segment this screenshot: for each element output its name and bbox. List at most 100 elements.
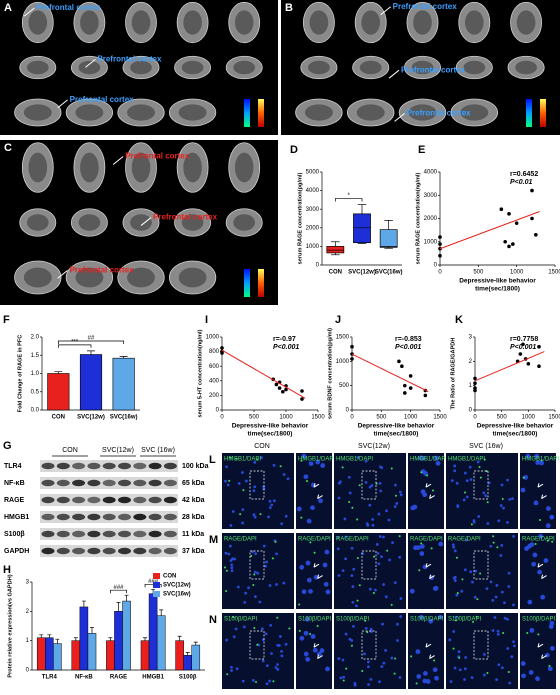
y-tick-label: 1500 xyxy=(336,335,350,341)
blot-band xyxy=(118,513,131,521)
nucleus xyxy=(388,558,392,562)
point xyxy=(350,357,354,361)
nucleus xyxy=(241,471,244,474)
nucleus xyxy=(483,652,486,656)
blot-size: 28 kDa xyxy=(182,514,205,521)
nucleus xyxy=(230,665,233,669)
nucleus xyxy=(527,543,532,549)
stat-label: r=-0.97 xyxy=(273,336,296,343)
annotation-arrow xyxy=(85,59,96,68)
bar xyxy=(183,655,192,671)
brain-inner xyxy=(26,214,49,231)
point xyxy=(403,383,407,388)
nucleus xyxy=(268,584,272,587)
micrograph xyxy=(334,533,406,609)
blot-band xyxy=(56,462,70,470)
point xyxy=(408,374,413,378)
y-tick-label: 4000 xyxy=(306,188,320,194)
nucleus xyxy=(253,570,257,574)
error-bar xyxy=(177,635,182,641)
nucleus xyxy=(303,630,309,636)
panel-label: I xyxy=(205,314,208,326)
nucleus xyxy=(310,505,315,511)
nucleus xyxy=(336,536,340,540)
nucleus xyxy=(301,453,307,459)
blot-row-name: HMGB1 xyxy=(4,514,29,521)
brain-inner xyxy=(356,104,385,121)
blot-band xyxy=(41,462,55,470)
brain-inner xyxy=(464,10,484,35)
micrograph-column: CON xyxy=(254,443,270,450)
zoom-box xyxy=(249,470,265,500)
nucleus xyxy=(468,465,472,469)
nucleus xyxy=(428,618,434,624)
nucleus xyxy=(496,632,500,636)
point xyxy=(514,221,519,225)
nucleus xyxy=(452,545,456,549)
stain-label: S100β/DAPI xyxy=(336,617,369,623)
nucleus xyxy=(303,474,309,480)
stain-spot xyxy=(386,549,389,552)
brain-inner xyxy=(183,152,202,183)
y-tick-label: 3000 xyxy=(306,207,320,213)
point xyxy=(274,382,279,387)
nucleus xyxy=(549,620,555,626)
stain-spot xyxy=(356,518,359,521)
y-tick-label: 0 xyxy=(26,668,30,674)
micrograph xyxy=(222,533,294,609)
nucleus xyxy=(549,514,555,520)
blot-band xyxy=(133,513,147,521)
annotation-arrow xyxy=(112,156,124,165)
nucleus xyxy=(374,588,377,592)
stain-spot xyxy=(420,471,423,474)
arrow xyxy=(425,483,432,488)
nucleus xyxy=(367,683,370,686)
legend-swatch xyxy=(153,582,160,588)
bar xyxy=(47,373,70,411)
point xyxy=(400,364,404,369)
blot-band xyxy=(133,547,147,555)
nucleus xyxy=(513,644,516,648)
sig-label: ### xyxy=(148,579,159,585)
blot-band xyxy=(118,496,131,504)
nucleus xyxy=(463,667,467,671)
stain-label: HMGB1/DAPI xyxy=(224,457,261,463)
nucleus xyxy=(227,552,231,556)
stat-label: P<0.001 xyxy=(395,344,421,351)
stain-spot xyxy=(431,489,434,492)
blot-band xyxy=(56,547,70,555)
stain-spot xyxy=(430,547,433,550)
nucleus xyxy=(364,626,368,630)
nucleus xyxy=(244,479,248,483)
stain-spot xyxy=(350,644,353,647)
brain-inner xyxy=(28,152,48,183)
nucleus xyxy=(398,555,402,559)
nucleus xyxy=(323,581,329,587)
blot-band xyxy=(87,513,101,521)
nucleus xyxy=(356,456,360,459)
point xyxy=(408,386,413,390)
nucleus xyxy=(473,595,477,599)
y-tick-label: 0 xyxy=(469,408,473,414)
stat-label: r=0.6452 xyxy=(510,171,538,178)
nucleus xyxy=(419,551,425,556)
point xyxy=(438,253,442,258)
brain-inner xyxy=(233,60,256,75)
stain-spot xyxy=(420,542,423,545)
nucleus xyxy=(384,595,388,599)
nucleus xyxy=(277,644,281,647)
x-tick-label: 1000 xyxy=(404,415,418,421)
nucleus xyxy=(420,455,426,461)
colorbar xyxy=(244,269,250,297)
stain-spot xyxy=(372,592,375,595)
x-tick-label: 0 xyxy=(220,415,224,421)
zoom-box xyxy=(361,470,377,500)
point xyxy=(220,346,224,350)
nucleus xyxy=(276,668,280,671)
nucleus xyxy=(269,623,273,627)
x-tick-label: SVC(16w) xyxy=(375,270,403,276)
point xyxy=(507,212,511,216)
blot-band xyxy=(148,479,162,487)
micrograph xyxy=(408,533,444,609)
stain-label: S100β/DAPI xyxy=(448,617,481,623)
